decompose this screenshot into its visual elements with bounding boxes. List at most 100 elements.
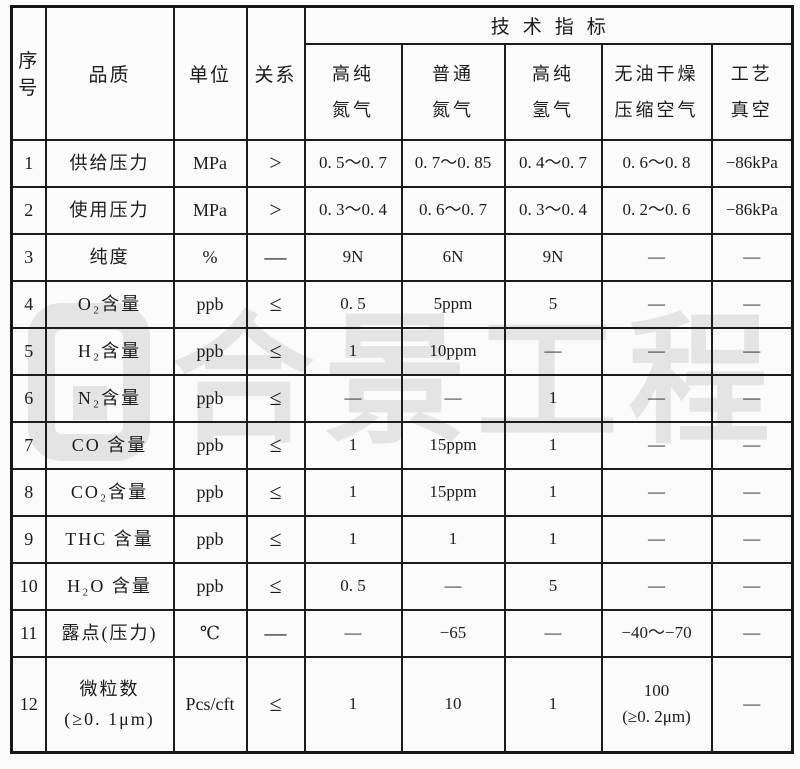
header-quality: 品质 <box>44 5 175 141</box>
value-cell-ord-nitrogen: — <box>400 561 506 611</box>
table-row: 4 O₂含量 ppb ≤ 0. 5 5ppm 5 — — <box>10 279 794 329</box>
value-cell-hp-hydrogen: 1 <box>503 373 603 423</box>
value-cell-hp-nitrogen: 9N <box>303 232 403 282</box>
value-cell-hp-hydrogen: 0. 3～0. 4 <box>503 185 603 235</box>
row-number-cell: 4 <box>10 279 47 329</box>
value-cell-compressed-air: 0. 2～0. 6 <box>600 185 713 235</box>
header-oil-free-dry-compressed-air: 无油干燥 压缩空气 <box>600 42 713 141</box>
header-high-purity-hydrogen: 高纯 氢气 <box>503 42 603 141</box>
scanned-spec-page: 合景工程 序号 品质 单位 关系 技术指标 高纯 氮气 普通 氮气 高纯 氢气 … <box>0 5 800 769</box>
table-row: 7 CO 含量 ppb ≤ 1 15ppm 1 — — <box>10 420 794 470</box>
value-cell-hp-hydrogen: 9N <box>503 232 603 282</box>
value-cell-ord-nitrogen: 0. 6～0. 7 <box>400 185 506 235</box>
value-cell-vacuum: — <box>710 326 794 376</box>
value-cell-compressed-air: — <box>600 467 713 517</box>
quality-name-cell: H₂O 含量 <box>44 561 175 611</box>
value-cell-hp-nitrogen: 1 <box>303 655 403 754</box>
table-row: 11 露点(压力) ℃ — — −65 — −40～−70 — <box>10 608 794 658</box>
table-row: 1 供给压力 MPa > 0. 5～0. 7 0. 7～0. 85 0. 4～0… <box>10 138 794 188</box>
row-number-cell: 9 <box>10 514 47 564</box>
value-cell-ord-nitrogen: — <box>400 373 506 423</box>
value-cell-hp-nitrogen: 1 <box>303 514 403 564</box>
gas-spec-table: 序号 品质 单位 关系 技术指标 高纯 氮气 普通 氮气 高纯 氢气 无油干燥 … <box>10 5 795 754</box>
value-cell-hp-hydrogen: — <box>503 608 603 658</box>
value-cell-compressed-air: — <box>600 326 713 376</box>
quality-name-cell: H₂含量 <box>44 326 175 376</box>
value-cell-vacuum: — <box>710 279 794 329</box>
relation-cell: ≤ <box>245 373 306 423</box>
header-ordinary-nitrogen: 普通 氮气 <box>400 42 506 141</box>
relation-cell: ≤ <box>245 561 306 611</box>
header-relation: 关系 <box>245 5 306 141</box>
relation-cell: ≤ <box>245 655 306 754</box>
value-cell-hp-hydrogen: 5 <box>503 279 603 329</box>
value-cell-hp-hydrogen: 0. 4～0. 7 <box>503 138 603 188</box>
value-cell-vacuum: — <box>710 373 794 423</box>
quality-name-cell: O₂含量 <box>44 279 175 329</box>
value-cell-compressed-air: — <box>600 561 713 611</box>
row-number-cell: 5 <box>10 326 47 376</box>
value-cell-ord-nitrogen: 15ppm <box>400 420 506 470</box>
quality-name-cell: N₂含量 <box>44 373 175 423</box>
value-cell-hp-nitrogen: 1 <box>303 326 403 376</box>
value-cell-ord-nitrogen: 0. 7～0. 85 <box>400 138 506 188</box>
value-cell-ord-nitrogen: 1 <box>400 514 506 564</box>
value-cell-vacuum: — <box>710 561 794 611</box>
value-cell-compressed-air: 0. 6～0. 8 <box>600 138 713 188</box>
unit-cell: ppb <box>172 326 248 376</box>
value-cell-compressed-air: — <box>600 232 713 282</box>
value-cell-compressed-air: — <box>600 279 713 329</box>
table-row: 5 H₂含量 ppb ≤ 1 10ppm — — — <box>10 326 794 376</box>
table-row: 6 N₂含量 ppb ≤ — — 1 — — <box>10 373 794 423</box>
value-cell-compressed-air: −40～−70 <box>600 608 713 658</box>
value-cell-compressed-air: — <box>600 514 713 564</box>
unit-cell: ppb <box>172 420 248 470</box>
header-technical-indicators: 技术指标 <box>303 5 794 45</box>
row-number-cell: 2 <box>10 185 47 235</box>
value-cell-vacuum: — <box>710 467 794 517</box>
unit-cell: ppb <box>172 561 248 611</box>
value-cell-ord-nitrogen: 5ppm <box>400 279 506 329</box>
quality-name-cell: 微粒数 (≥0. 1μm) <box>44 655 175 754</box>
value-cell-vacuum: — <box>710 514 794 564</box>
unit-cell: ppb <box>172 467 248 517</box>
header-process-vacuum: 工艺 真空 <box>710 42 794 141</box>
row-number-cell: 6 <box>10 373 47 423</box>
value-cell-hp-nitrogen: 0. 3～0. 4 <box>303 185 403 235</box>
value-cell-hp-nitrogen: 0. 5 <box>303 561 403 611</box>
row-number-cell: 1 <box>10 138 47 188</box>
relation-cell: ≤ <box>245 467 306 517</box>
row-number-cell: 11 <box>10 608 47 658</box>
value-cell-vacuum: — <box>710 608 794 658</box>
unit-cell: % <box>172 232 248 282</box>
quality-name-cell: 露点(压力) <box>44 608 175 658</box>
row-number-cell: 10 <box>10 561 47 611</box>
value-cell-ord-nitrogen: 10ppm <box>400 326 506 376</box>
relation-cell: ≤ <box>245 279 306 329</box>
quality-name-cell: CO₂含量 <box>44 467 175 517</box>
unit-cell: ppb <box>172 279 248 329</box>
value-cell-hp-hydrogen: 1 <box>503 467 603 517</box>
value-cell-compressed-air: — <box>600 420 713 470</box>
table-row: 10 H₂O 含量 ppb ≤ 0. 5 — 5 — — <box>10 561 794 611</box>
unit-cell: ppb <box>172 514 248 564</box>
quality-name-cell: THC 含量 <box>44 514 175 564</box>
unit-cell: ppb <box>172 373 248 423</box>
table-row: 3 纯度 % — 9N 6N 9N — — <box>10 232 794 282</box>
relation-cell: — <box>245 232 306 282</box>
table-row: 2 使用压力 MPa > 0. 3～0. 4 0. 6～0. 7 0. 3～0.… <box>10 185 794 235</box>
row-number-cell: 12 <box>10 655 47 754</box>
value-cell-ord-nitrogen: 6N <box>400 232 506 282</box>
relation-cell: ≤ <box>245 514 306 564</box>
header-high-purity-nitrogen: 高纯 氮气 <box>303 42 403 141</box>
unit-cell: MPa <box>172 138 248 188</box>
relation-cell: — <box>245 608 306 658</box>
value-cell-hp-nitrogen: 0. 5 <box>303 279 403 329</box>
value-cell-hp-hydrogen: 1 <box>503 514 603 564</box>
value-cell-vacuum: — <box>710 232 794 282</box>
value-cell-vacuum: −86kPa <box>710 138 794 188</box>
row-number-cell: 8 <box>10 467 47 517</box>
row-number-cell: 3 <box>10 232 47 282</box>
quality-name-cell: 使用压力 <box>44 185 175 235</box>
value-cell-vacuum: −86kPa <box>710 185 794 235</box>
